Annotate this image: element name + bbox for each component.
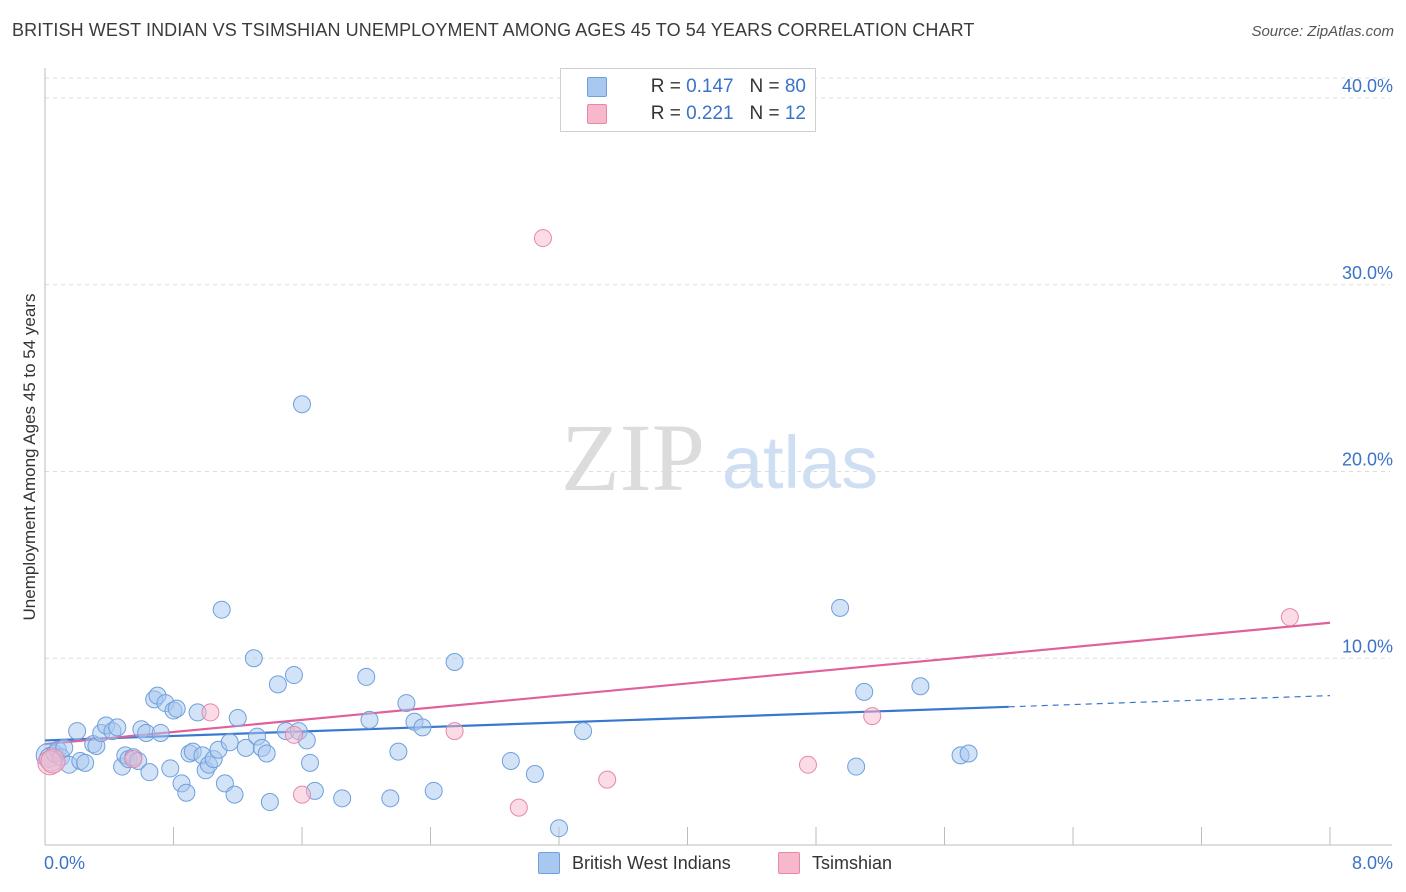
point-british-west-indians-64 <box>389 742 408 761</box>
y-tick-label-10: 10.0% <box>1342 636 1393 656</box>
watermark-zip: ZIP <box>561 404 705 511</box>
point-tsimshian-8 <box>533 229 552 248</box>
y-tick-label-40: 40.0% <box>1342 76 1393 96</box>
watermark-atlas: atlas <box>722 421 878 504</box>
point-tsimshian-4 <box>284 725 303 744</box>
trend-line-tsimshian <box>44 621 1331 746</box>
point-british-west-indians-45 <box>228 709 247 728</box>
point-british-west-indians-67 <box>413 718 432 737</box>
bottom-legend-swatch-blue <box>538 852 560 874</box>
point-british-west-indians-62 <box>360 710 379 729</box>
point-british-west-indians-70 <box>501 751 520 770</box>
legend-r-value-2: 0.221 <box>686 103 734 124</box>
point-british-west-indians-77 <box>911 677 930 696</box>
trend-line-british-west-indians-extension <box>1008 695 1331 708</box>
legend-swatch-pink <box>587 104 607 124</box>
point-british-west-indians-69 <box>445 652 464 671</box>
point-british-west-indians-28 <box>161 759 180 778</box>
bottom-legend-label-2: Tsimshian <box>812 852 893 873</box>
point-tsimshian-1 <box>40 748 66 774</box>
point-british-west-indians-15 <box>108 718 127 737</box>
point-british-west-indians-65 <box>397 694 416 713</box>
point-british-west-indians-60 <box>333 789 352 808</box>
point-tsimshian-10 <box>798 755 817 774</box>
bottom-legend-tsimshian: Tsimshian <box>778 851 892 875</box>
point-british-west-indians-76 <box>855 682 874 701</box>
correlation-legend: R = 0.147 N = 80 R = 0.221 N = 12 <box>560 68 816 132</box>
point-british-west-indians-30 <box>167 699 186 718</box>
y-tick-label-30: 30.0% <box>1342 263 1393 283</box>
point-british-west-indians-72 <box>550 819 568 838</box>
point-tsimshian-11 <box>863 707 882 726</box>
point-tsimshian-6 <box>445 722 464 741</box>
chart-title: BRITISH WEST INDIAN VS TSIMSHIAN UNEMPLO… <box>12 20 975 40</box>
legend-r-label-1: R = <box>650 76 687 97</box>
legend-n-label-1: N = <box>749 76 785 97</box>
point-british-west-indians-9 <box>76 753 95 772</box>
legend-r-label-2: R = <box>650 103 687 124</box>
point-british-west-indians-75 <box>847 757 866 776</box>
point-british-west-indians-32 <box>177 783 196 802</box>
point-british-west-indians-51 <box>260 793 279 812</box>
point-british-west-indians-23 <box>140 763 159 782</box>
point-british-west-indians-41 <box>212 600 231 619</box>
point-british-west-indians-26 <box>151 723 170 742</box>
bottom-legend-label-1: British West Indians <box>572 852 731 873</box>
point-british-west-indians-7 <box>68 722 87 741</box>
point-british-west-indians-68 <box>424 781 443 800</box>
point-british-west-indians-63 <box>381 789 400 808</box>
legend-r-value-1: 0.147 <box>686 76 734 97</box>
legend-swatch-blue <box>587 77 607 97</box>
x-tick-label-min: 0.0% <box>44 853 85 873</box>
chart-source: Source: ZipAtlas.com <box>1251 23 1394 40</box>
bottom-legend-british-west-indians: British West Indians <box>538 851 731 875</box>
point-british-west-indians-50 <box>257 744 276 763</box>
legend-n-value-1: 80 <box>784 76 806 97</box>
point-british-west-indians-44 <box>225 785 244 804</box>
legend-n-label-2: N = <box>749 103 785 124</box>
bottom-legend-swatch-pink <box>778 852 800 874</box>
point-british-west-indians-43 <box>220 733 239 752</box>
point-tsimshian-2 <box>124 750 143 769</box>
point-british-west-indians-73 <box>574 722 593 741</box>
point-british-west-indians-74 <box>831 598 850 617</box>
point-tsimshian-3 <box>201 703 220 722</box>
y-tick-label-20: 20.0% <box>1342 450 1393 470</box>
point-british-west-indians-79 <box>959 744 978 763</box>
point-tsimshian-9 <box>598 770 617 789</box>
point-tsimshian-7 <box>509 798 528 817</box>
point-british-west-indians-58 <box>301 753 320 772</box>
point-tsimshian-5 <box>293 785 311 804</box>
point-british-west-indians-56 <box>293 395 311 414</box>
point-tsimshian-12 <box>1280 608 1299 627</box>
point-british-west-indians-47 <box>244 649 263 668</box>
point-british-west-indians-71 <box>525 765 544 784</box>
point-british-west-indians-52 <box>268 675 287 694</box>
point-british-west-indians-61 <box>357 667 376 686</box>
legend-n-value-2: 12 <box>784 103 806 124</box>
point-british-west-indians-54 <box>284 666 303 685</box>
trend-line-british-west-indians <box>44 705 1009 742</box>
x-tick-label-max: 8.0% <box>1352 853 1393 873</box>
